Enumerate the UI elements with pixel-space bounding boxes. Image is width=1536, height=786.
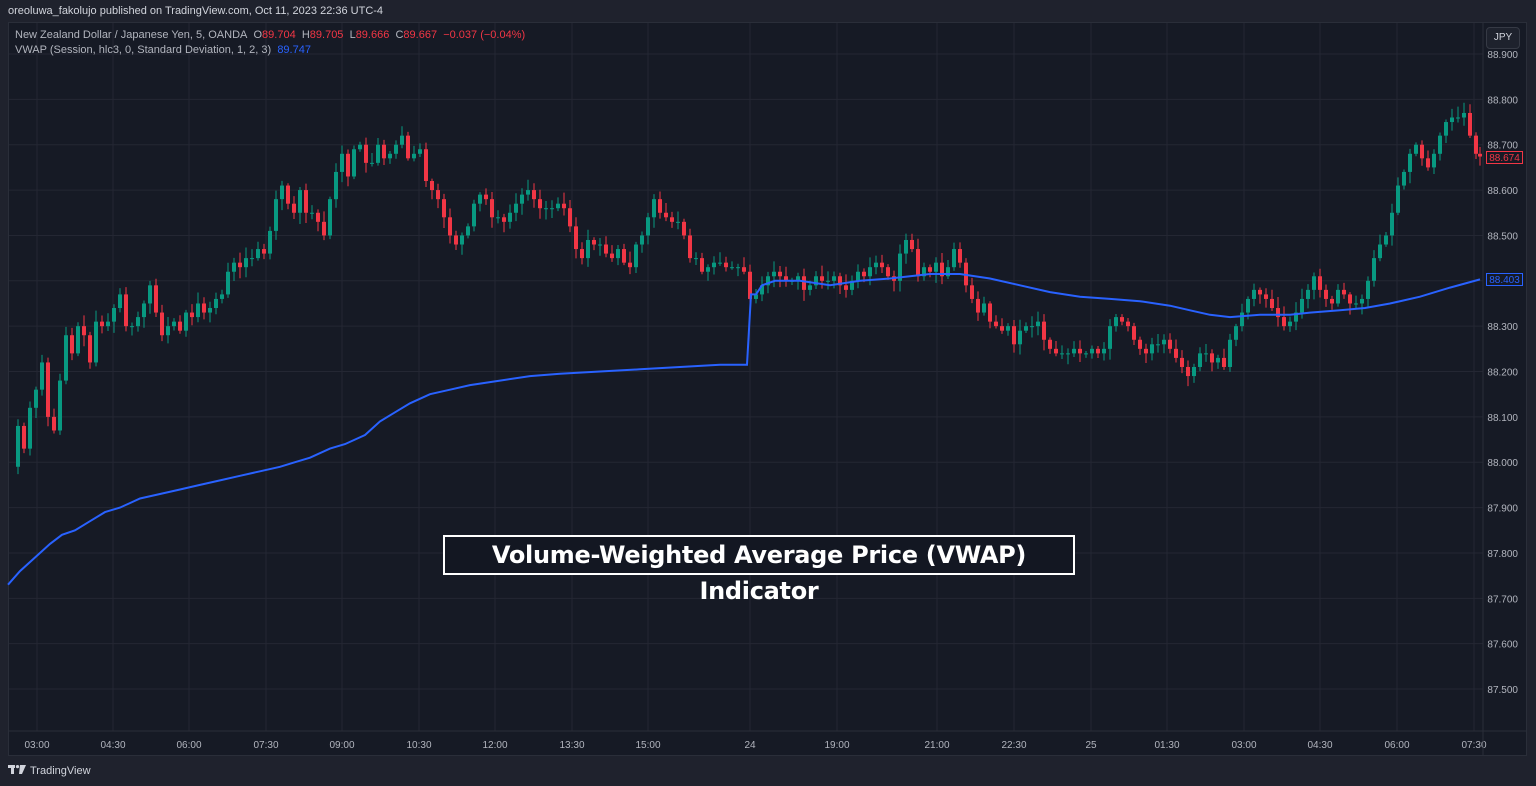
- svg-text:87.900: 87.900: [1487, 504, 1518, 515]
- symbol-legend-row[interactable]: New Zealand Dollar / Japanese Yen, 5, OA…: [15, 28, 525, 43]
- tradingview-brand[interactable]: TradingView: [30, 765, 91, 777]
- indicator-name: VWAP (Session, hlc3, 0, Standard Deviati…: [15, 44, 272, 56]
- change-value: −0.037 (−0.04%): [443, 29, 526, 41]
- close-value: 89.667: [403, 29, 438, 41]
- svg-text:88.600: 88.600: [1487, 186, 1518, 197]
- vwap-price-tag: 88.403: [1486, 273, 1523, 287]
- svg-text:03:00: 03:00: [24, 740, 49, 751]
- last-price-tag: 88.674: [1486, 150, 1523, 164]
- svg-text:06:00: 06:00: [1384, 740, 1409, 751]
- low-label: L: [349, 29, 356, 41]
- svg-text:88.700: 88.700: [1487, 141, 1518, 152]
- svg-text:88.800: 88.800: [1487, 95, 1518, 106]
- svg-text:87.800: 87.800: [1487, 549, 1518, 560]
- svg-text:09:00: 09:00: [329, 740, 354, 751]
- svg-text:04:30: 04:30: [100, 740, 125, 751]
- svg-text:06:00: 06:00: [176, 740, 201, 751]
- svg-text:15:00: 15:00: [635, 740, 660, 751]
- symbol-name: New Zealand Dollar / Japanese Yen, 5, OA…: [15, 29, 248, 41]
- chart-title-box: Volume-Weighted Average Price (VWAP) Ind…: [443, 535, 1075, 605]
- svg-text:87.600: 87.600: [1487, 640, 1518, 651]
- svg-text:04:30: 04:30: [1307, 740, 1332, 751]
- svg-text:88.300: 88.300: [1487, 322, 1518, 333]
- indicator-value: 89.747: [277, 44, 311, 56]
- svg-text:87.700: 87.700: [1487, 594, 1518, 605]
- svg-text:01:30: 01:30: [1154, 740, 1179, 751]
- currency-button[interactable]: JPY: [1486, 27, 1520, 49]
- grid-lines: [9, 23, 1483, 731]
- svg-text:13:30: 13:30: [559, 740, 584, 751]
- vwap-line: [7, 273, 1481, 586]
- high-label: H: [301, 29, 310, 41]
- svg-text:21:00: 21:00: [924, 740, 949, 751]
- svg-text:10:30: 10:30: [406, 740, 431, 751]
- svg-text:03:00: 03:00: [1231, 740, 1256, 751]
- tradingview-logo-icon[interactable]: [8, 765, 26, 777]
- low-value: 89.666: [355, 29, 390, 41]
- svg-text:88.900: 88.900: [1487, 50, 1518, 61]
- svg-text:88.200: 88.200: [1487, 368, 1518, 379]
- svg-text:22:30: 22:30: [1001, 740, 1026, 751]
- svg-text:25: 25: [1085, 740, 1097, 751]
- publisher-line: oreoluwa_fakolujo published on TradingVi…: [8, 5, 384, 17]
- svg-text:12:00: 12:00: [482, 740, 507, 751]
- svg-text:87.500: 87.500: [1487, 685, 1518, 696]
- chart-legend: New Zealand Dollar / Japanese Yen, 5, OA…: [15, 28, 525, 58]
- indicator-legend-row[interactable]: VWAP (Session, hlc3, 0, Standard Deviati…: [15, 43, 525, 58]
- close-label: C: [395, 29, 404, 41]
- footer: TradingView: [8, 765, 91, 777]
- svg-text:19:00: 19:00: [824, 740, 849, 751]
- svg-text:88.100: 88.100: [1487, 413, 1518, 424]
- open-label: O: [253, 29, 263, 41]
- high-value: 89.705: [309, 29, 344, 41]
- svg-text:07:30: 07:30: [1461, 740, 1486, 751]
- candles: [16, 102, 1482, 475]
- svg-text:24: 24: [744, 740, 756, 751]
- axes: 88.90088.80088.70088.60088.50088.40088.3…: [9, 23, 1526, 755]
- svg-text:88.500: 88.500: [1487, 231, 1518, 242]
- svg-text:88.000: 88.000: [1487, 458, 1518, 469]
- svg-text:07:30: 07:30: [253, 740, 278, 751]
- open-value: 89.704: [262, 29, 296, 41]
